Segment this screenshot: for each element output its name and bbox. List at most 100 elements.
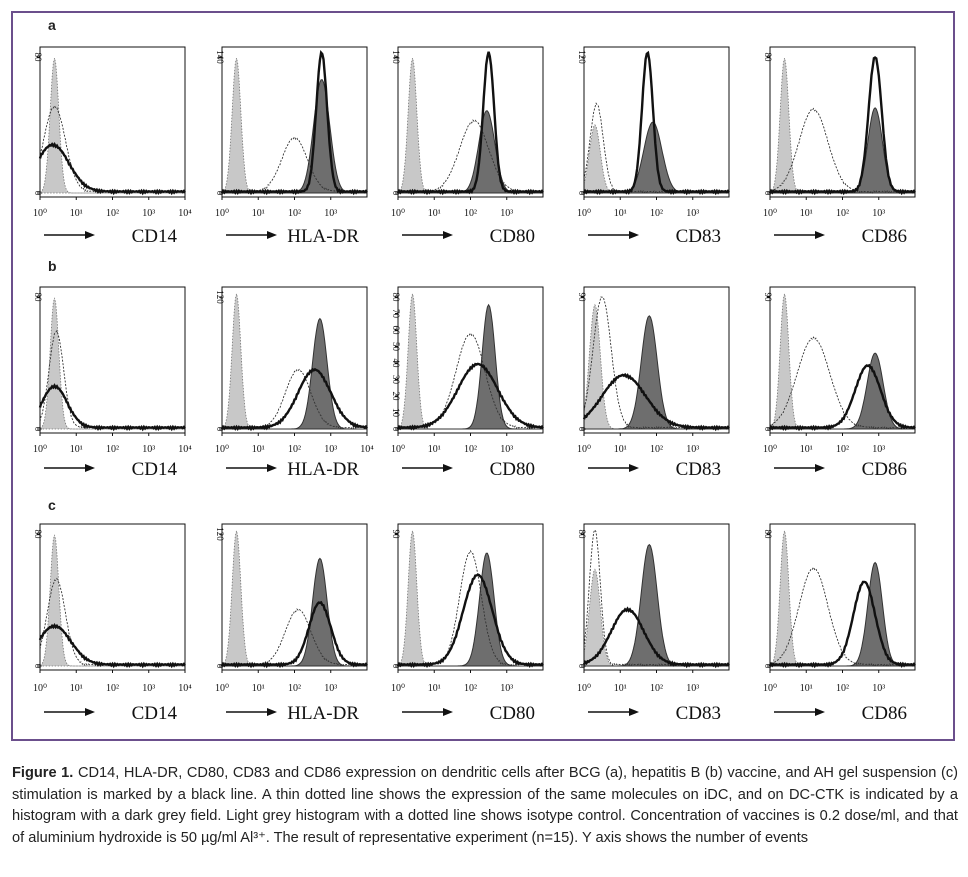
axis-arrow-head (85, 708, 95, 716)
y-tick-label: 60 (391, 326, 401, 336)
marker-label-cd83: CD83 (676, 226, 721, 247)
x-tick-label: 10² (106, 208, 119, 219)
x-tick-label: 10³ (324, 208, 337, 219)
stimulated-black-line (582, 372, 730, 432)
y-tick-label: 80 (763, 53, 773, 63)
axis-arrow-head (815, 708, 825, 716)
marker-label-cd14: CD14 (132, 703, 178, 724)
x-tick-label: 10² (836, 208, 849, 219)
x-tick-label: 10⁴ (178, 444, 192, 455)
x-tick-label: 10⁰ (391, 444, 405, 455)
axis-arrow-head (629, 231, 639, 239)
x-tick-label: 10¹ (252, 444, 265, 455)
x-tick-label: 10⁰ (215, 444, 229, 455)
marker-label-hla-dr: HLA-DR (287, 226, 359, 247)
marker-label-cd14: CD14 (132, 226, 178, 247)
x-tick-label: 10² (650, 208, 663, 219)
x-tick-label: 10⁴ (360, 444, 374, 455)
x-tick-label: 10³ (872, 683, 885, 694)
histogram-panel-b-cd86: 0 90 10⁰ 10¹ 10² 10³ CD86 (763, 286, 916, 480)
x-tick-label: 10² (106, 444, 119, 455)
y-tick-label: 0 (763, 664, 773, 669)
x-tick-label: 10⁰ (215, 683, 229, 694)
x-tick-label: 10² (836, 444, 849, 455)
x-tick-label: 10⁰ (577, 683, 591, 694)
stimulated-black-line (38, 142, 186, 196)
x-tick-label: 10³ (686, 683, 699, 694)
marker-label-hla-dr: HLA-DR (287, 459, 359, 480)
y-tick-label: 0 (763, 191, 773, 196)
x-tick-label: 10² (464, 444, 477, 455)
y-tick-label: 80 (33, 530, 43, 540)
histogram-panel-b-cd80: 0 10 20 30 40 50 60 70 80 10⁰ 10¹ 10² 10³ CD80 (391, 286, 544, 480)
x-tick-label: 10¹ (428, 444, 441, 455)
y-tick-label: 0 (33, 191, 43, 196)
y-tick-label: 80 (391, 293, 401, 303)
x-tick-label: 10² (650, 444, 663, 455)
y-tick-label: 10 (391, 408, 401, 418)
x-tick-label: 10⁴ (178, 683, 192, 694)
caption-text: CD14, HLA-DR, CD80, CD83 and CD86 expres… (12, 765, 958, 846)
y-tick-label: 20 (391, 392, 401, 402)
histogram-panel-a-cd86: 0 80 10⁰ 10¹ 10² 10³ CD86 (763, 46, 916, 247)
y-tick-label: 90 (577, 293, 587, 303)
stimulated-black-line (396, 573, 544, 669)
marker-label-cd83: CD83 (676, 703, 721, 724)
axis-arrow-head (267, 708, 277, 716)
x-tick-label: 10² (288, 683, 301, 694)
x-tick-label: 10² (836, 683, 849, 694)
idc-dotted-line (769, 336, 916, 430)
x-tick-label: 10³ (500, 683, 513, 694)
marker-label-cd14: CD14 (132, 459, 178, 480)
stimulated-black-line (220, 367, 368, 432)
stimulated-black-line (38, 623, 186, 669)
dc-ctk-histogram (584, 543, 729, 667)
axis-arrow-head (815, 231, 825, 239)
y-tick-label: 0 (391, 664, 401, 669)
x-tick-label: 10⁰ (215, 208, 229, 219)
panel-letter-b: b (48, 258, 57, 274)
isotype-control-histogram (769, 530, 915, 667)
marker-label-cd86: CD86 (862, 459, 907, 480)
axis-arrow-head (85, 231, 95, 239)
x-tick-label: 10¹ (70, 208, 83, 219)
x-tick-label: 10¹ (614, 444, 627, 455)
x-tick-label: 10⁴ (178, 208, 192, 219)
y-tick-label: 0 (391, 427, 401, 432)
x-tick-label: 10⁰ (577, 444, 591, 455)
axis-arrow-head (629, 464, 639, 472)
x-tick-label: 10¹ (70, 683, 83, 694)
x-tick-label: 10³ (872, 208, 885, 219)
y-tick-label: 120 (577, 50, 587, 64)
x-tick-label: 10³ (686, 208, 699, 219)
y-tick-label: 0 (33, 664, 43, 669)
histogram-panel-a-cd80: 0 140 10⁰ 10¹ 10² 10³ CD80 (391, 46, 544, 247)
axis-arrow-head (815, 464, 825, 472)
histogram-panel-a-hla-dr: 0 140 10⁰ 10¹ 10² 10³ HLA-DR (215, 46, 368, 247)
x-tick-label: 10³ (324, 683, 337, 694)
stimulated-black-line (582, 606, 730, 669)
x-tick-label: 10⁰ (763, 208, 777, 219)
x-tick-label: 10⁰ (763, 444, 777, 455)
marker-label-cd80: CD80 (490, 703, 535, 724)
histogram-panel-c-cd83: 0 80 10⁰ 10¹ 10² 10³ CD83 (577, 523, 730, 724)
y-tick-label: 0 (391, 191, 401, 196)
x-tick-label: 10¹ (800, 444, 813, 455)
y-tick-label: 90 (763, 293, 773, 303)
isotype-control-histogram (221, 58, 367, 194)
isotype-control-histogram (39, 297, 185, 430)
y-tick-label: 0 (577, 427, 587, 432)
y-tick-label: 40 (391, 359, 401, 369)
axis-arrow-head (629, 708, 639, 716)
x-tick-label: 10⁰ (33, 683, 47, 694)
x-tick-label: 10³ (872, 444, 885, 455)
stimulated-black-line (768, 580, 916, 669)
y-tick-label: 120 (215, 527, 225, 541)
stimulated-black-line (220, 600, 368, 669)
y-tick-label: 0 (577, 191, 587, 196)
dc-ctk-histogram (584, 315, 729, 430)
stimulated-black-line (768, 363, 916, 432)
histogram-panel-c-cd80: 0 90 10⁰ 10¹ 10² 10³ CD80 (391, 523, 544, 724)
x-tick-label: 10³ (686, 444, 699, 455)
